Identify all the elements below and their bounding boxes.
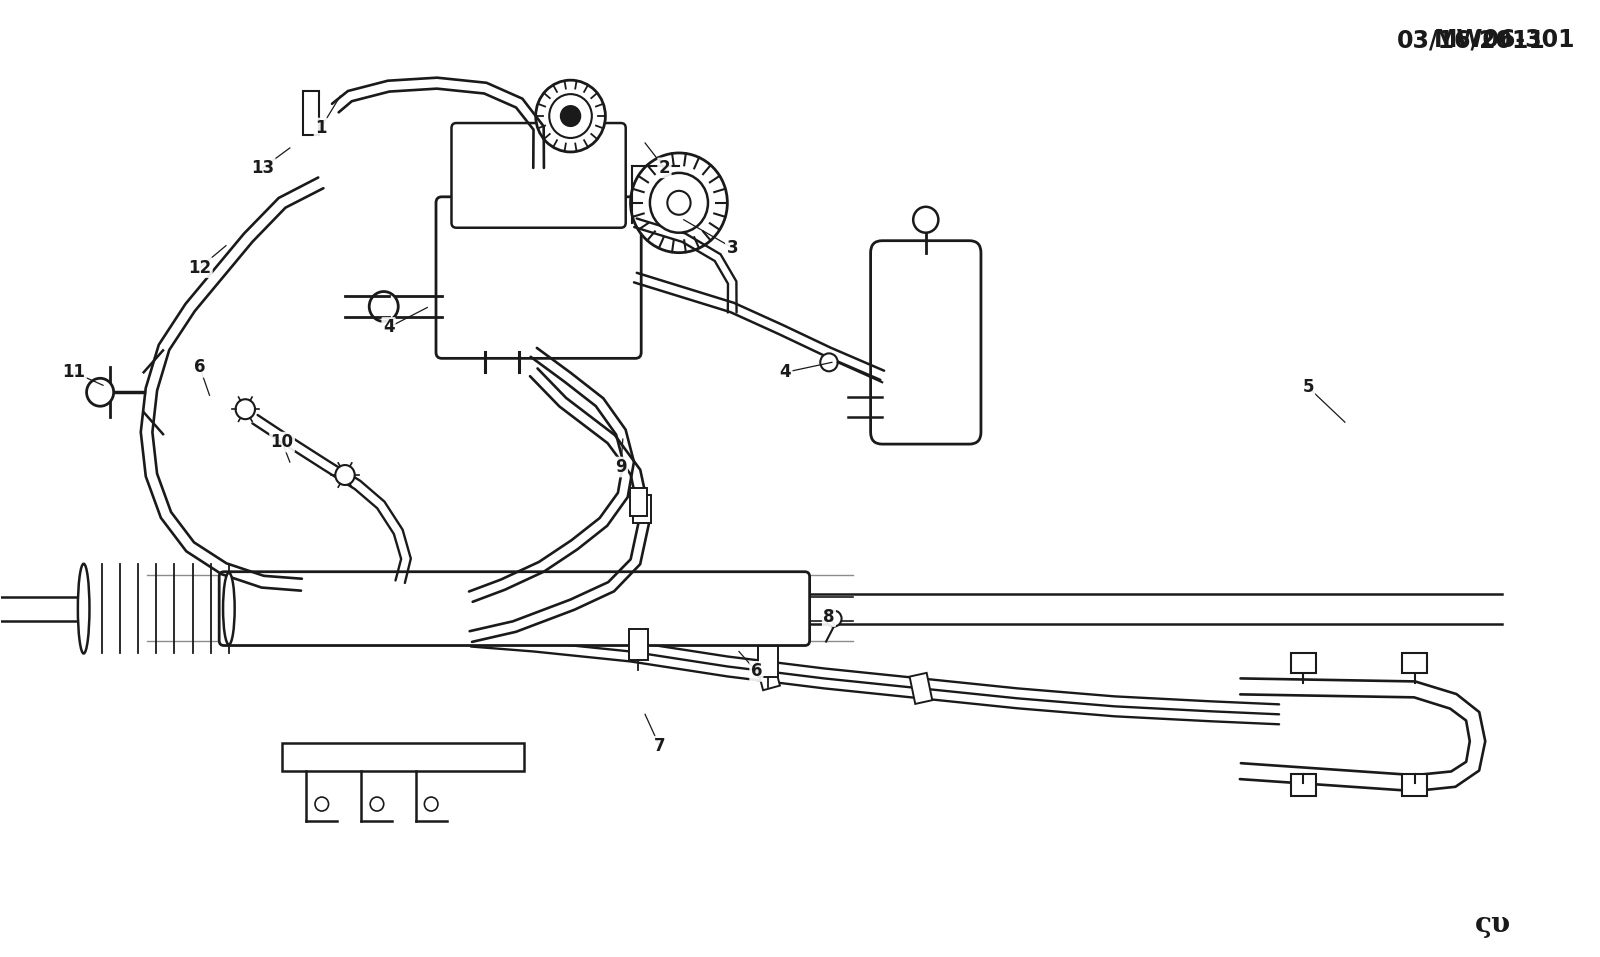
Circle shape — [86, 378, 114, 406]
Bar — [304, 91, 318, 135]
Text: 4: 4 — [382, 319, 394, 337]
Circle shape — [630, 153, 728, 253]
Circle shape — [562, 106, 581, 126]
FancyBboxPatch shape — [451, 123, 626, 228]
Text: 03/16/2011: 03/16/2011 — [1397, 29, 1546, 53]
Bar — [629, 629, 648, 660]
Text: 4: 4 — [779, 364, 792, 381]
Bar — [282, 744, 525, 771]
Circle shape — [650, 173, 707, 233]
Circle shape — [235, 399, 254, 419]
Circle shape — [315, 797, 328, 811]
Text: 11: 11 — [62, 364, 85, 381]
Ellipse shape — [78, 564, 90, 654]
FancyBboxPatch shape — [435, 197, 642, 358]
Polygon shape — [757, 658, 779, 690]
Circle shape — [821, 353, 838, 371]
Bar — [1291, 654, 1315, 674]
Bar — [1402, 654, 1427, 674]
Circle shape — [667, 190, 691, 214]
Text: 9: 9 — [614, 458, 627, 476]
Circle shape — [370, 797, 384, 811]
Text: 5: 5 — [1302, 378, 1314, 396]
Circle shape — [914, 207, 938, 233]
Text: 10: 10 — [270, 434, 293, 451]
Circle shape — [370, 292, 398, 322]
Text: 3: 3 — [726, 238, 738, 256]
Circle shape — [536, 80, 605, 152]
Circle shape — [826, 611, 842, 627]
Bar — [1402, 774, 1427, 796]
Text: 13: 13 — [251, 159, 274, 177]
Circle shape — [336, 465, 355, 485]
FancyBboxPatch shape — [219, 571, 810, 646]
Text: 6: 6 — [194, 358, 205, 376]
Text: 2: 2 — [659, 159, 670, 177]
Ellipse shape — [222, 572, 235, 644]
Text: 8: 8 — [824, 608, 835, 626]
Polygon shape — [634, 495, 651, 523]
Circle shape — [549, 94, 592, 138]
Text: 1: 1 — [315, 119, 326, 137]
Bar — [758, 646, 778, 678]
Polygon shape — [629, 488, 646, 516]
Text: 7: 7 — [654, 737, 666, 755]
Text: ςυ: ςυ — [1475, 911, 1512, 938]
Polygon shape — [910, 673, 933, 704]
Text: MW06-301: MW06-301 — [1434, 29, 1576, 53]
FancyBboxPatch shape — [870, 241, 981, 444]
Bar — [1291, 774, 1315, 796]
Text: 12: 12 — [189, 258, 211, 277]
Circle shape — [424, 797, 438, 811]
Text: 6: 6 — [750, 662, 762, 680]
